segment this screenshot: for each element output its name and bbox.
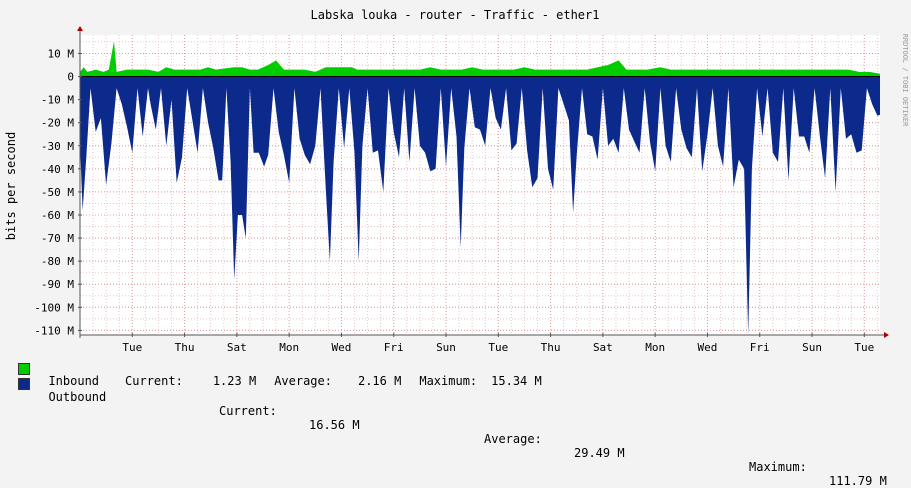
- x-tick-label: Mon: [645, 341, 665, 354]
- y-tick-label: 0: [67, 71, 74, 84]
- x-axis-arrow: [884, 332, 889, 338]
- legend-inbound-current-label: Current:: [125, 374, 183, 388]
- x-tick-label: Fri: [384, 341, 404, 354]
- x-tick-label: Sun: [802, 341, 822, 354]
- x-tick-label: Tue: [854, 341, 874, 354]
- y-tick-labels: 10 M 0 -10 M -20 M -30 M -40 M -50 M -60 M -70 M…: [34, 47, 74, 337]
- legend-outbound-maximum: 111.79 M: [829, 474, 887, 488]
- legend-outbound-average: 29.49 M: [574, 446, 625, 460]
- x-tick-label: Sat: [593, 341, 613, 354]
- y-tick-label: -90 M: [41, 278, 74, 291]
- legend-inbound-average-label: Average:: [274, 374, 332, 388]
- x-tick-labels: Tue Thu Sat Mon Wed Fri Sun Tue Thu Sat Mon Wed Fri S…: [122, 341, 874, 354]
- x-tick-label: Sat: [227, 341, 247, 354]
- x-tick-label: Mon: [279, 341, 299, 354]
- y-tick-label: -30 M: [41, 140, 74, 153]
- legend-inbound-maximum: 15.34 M: [491, 374, 542, 388]
- legend-row-inbound: Inbound Current: 1.23 M Average: 2.16 M Maxim…: [34, 360, 542, 388]
- rrdtool-watermark: RRDTOOL / TOBI OETIKER: [901, 34, 909, 128]
- y-tick-label: -10 M: [41, 94, 74, 107]
- y-tick-label: -40 M: [41, 163, 74, 176]
- legend-inbound-maximum-label: Maximum:: [419, 374, 478, 388]
- x-tick-label: Thu: [175, 341, 195, 354]
- x-tick-label: Wed: [332, 341, 352, 354]
- y-axis-arrow: [77, 26, 83, 31]
- y-tick-label: -110 M: [34, 324, 74, 337]
- legend-outbound-average-label: Average:: [484, 432, 542, 446]
- y-tick-label: -20 M: [41, 117, 74, 130]
- y-tick-label: 10 M: [48, 47, 75, 60]
- y-tick-label: -50 M: [41, 186, 74, 199]
- x-tick-label: Wed: [698, 341, 718, 354]
- y-tick-label: -80 M: [41, 255, 74, 268]
- x-tick-label: Tue: [122, 341, 142, 354]
- legend-outbound-name: Outbound: [48, 390, 107, 404]
- y-axis-label: bits per second: [4, 132, 18, 240]
- grid-lines: [80, 35, 880, 335]
- legend-row-outbound: Outbound Current: 16.56 M Average: 29.49…: [34, 376, 904, 488]
- series-area-outbound: [80, 76, 880, 335]
- x-tick-label: Tue: [488, 341, 508, 354]
- legend-inbound-average: 2.16 M: [357, 374, 402, 388]
- legend-outbound-current-label: Current:: [219, 404, 277, 418]
- legend-swatch-inbound: [18, 363, 30, 375]
- y-tick-label: -70 M: [41, 232, 74, 245]
- chart-title: Labska louka - router - Traffic - ether1: [311, 8, 600, 22]
- x-tick-label: Fri: [750, 341, 770, 354]
- series-areas: [80, 41, 880, 335]
- traffic-chart: Labska louka - router - Traffic - ether1…: [4, 8, 909, 354]
- series-area-inbound: [80, 41, 880, 77]
- y-tick-label: -100 M: [34, 301, 74, 314]
- legend-inbound-current: 1.23 M: [212, 374, 257, 388]
- axes: [77, 26, 889, 338]
- legend-inbound-name: Inbound: [48, 374, 100, 388]
- x-tick-label: Thu: [541, 341, 561, 354]
- legend-outbound-maximum-label: Maximum:: [749, 460, 807, 474]
- y-tick-label: -60 M: [41, 209, 74, 222]
- legend-swatch-outbound: [18, 378, 30, 390]
- x-tick-label: Sun: [436, 341, 456, 354]
- legend-outbound-current: 16.56 M: [309, 418, 360, 432]
